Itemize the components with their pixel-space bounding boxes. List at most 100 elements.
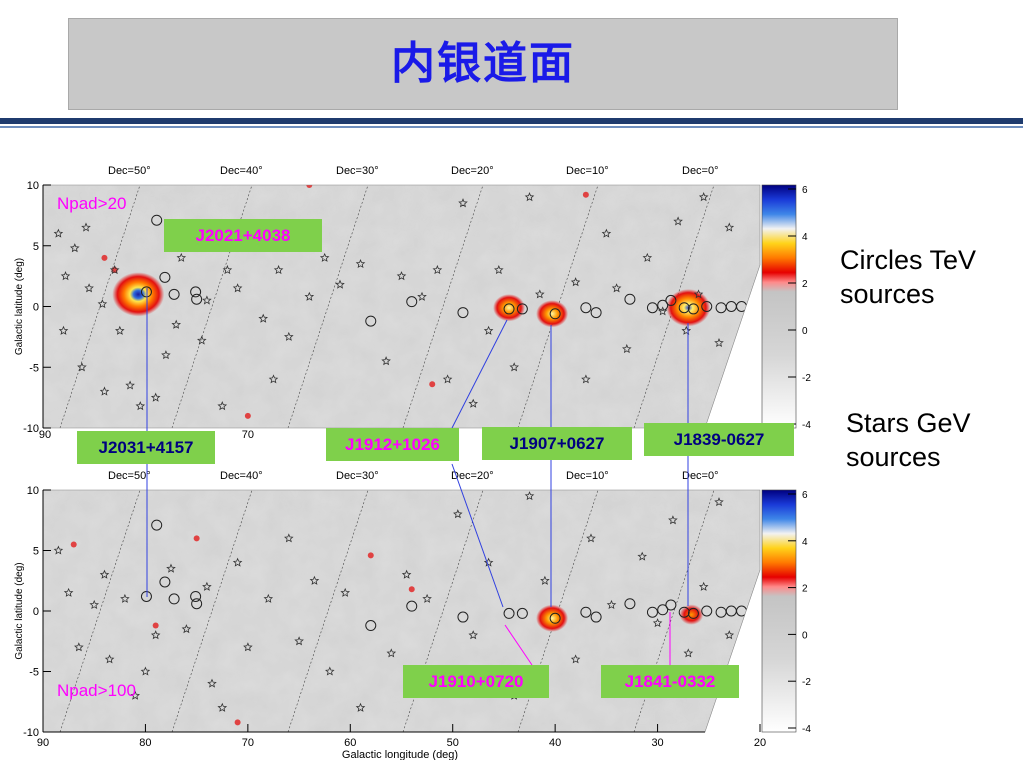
gev-source-star	[150, 392, 161, 402]
dec-label: Dec=10°	[566, 470, 609, 482]
npad-annotation: Npad>20	[57, 194, 126, 213]
tev-source-circle	[406, 296, 418, 308]
gev-source-star	[381, 356, 391, 366]
connector-line	[451, 319, 508, 429]
gev-source-star	[166, 563, 176, 573]
gev-source-star	[483, 325, 494, 335]
noise-speck	[70, 541, 77, 548]
gev-source-star	[668, 515, 678, 525]
x-tick-label: 30	[651, 737, 663, 749]
dec-label: Dec=50°	[108, 165, 151, 177]
gev-source-star	[683, 648, 694, 658]
gev-source-star	[693, 289, 704, 299]
y-tick-label: 5	[33, 546, 39, 558]
noise-speck	[101, 254, 108, 261]
gev-source-star	[657, 306, 668, 316]
gev-source-star	[309, 575, 320, 585]
gev-source-star	[325, 666, 335, 676]
tev-source-circle	[580, 606, 592, 618]
tev-source-circle	[665, 599, 677, 611]
gev-source-star	[232, 557, 243, 567]
tev-source-circle	[646, 302, 658, 314]
hotspot	[112, 272, 165, 317]
tev-source-circle	[624, 598, 636, 610]
colorbar-tick-label: -4	[802, 724, 811, 735]
page-title: 内银道面	[391, 38, 575, 89]
gev-source-star	[243, 642, 253, 652]
source-label-box	[644, 423, 794, 456]
dec-label: Dec=50°	[108, 470, 151, 482]
tev-source-circle	[503, 607, 515, 619]
gev-source-star	[217, 401, 228, 411]
gev-source-star	[109, 264, 120, 275]
tev-source-circle	[190, 590, 202, 602]
tev-source-circle	[168, 288, 180, 300]
sky-map-panel-top: Dec=50° Dec=40° Dec=30° Dec=20° Dec=10° Dec=0…	[14, 165, 811, 441]
hotspot	[493, 294, 526, 322]
tev-source-circle	[657, 604, 669, 616]
gev-source-star	[652, 618, 663, 628]
colorbar-tick-label: 0	[802, 326, 808, 337]
gev-source-star	[222, 264, 233, 275]
tev-source-circle	[365, 315, 377, 327]
x-tick-label: 90	[39, 429, 51, 441]
gev-source-star	[197, 335, 207, 345]
tev-source-circle	[687, 303, 699, 315]
gev-source-star	[258, 313, 268, 323]
gev-source-star	[58, 325, 69, 335]
connector-line	[451, 463, 504, 608]
gev-source-star	[125, 380, 135, 390]
source-label: J1912+1026	[345, 435, 440, 454]
circles-legend-note: Circles TeV sources	[840, 245, 977, 309]
tev-source-circle	[151, 519, 163, 531]
gev-source-star	[673, 216, 683, 226]
colorbar-tick-label: 4	[802, 232, 808, 243]
colorbar-tick-label: 0	[802, 630, 808, 641]
gev-source-star	[681, 325, 692, 335]
gev-source-star	[77, 362, 87, 372]
gev-source-star	[601, 228, 612, 238]
gev-source-star	[284, 533, 294, 543]
tev-source-circle	[191, 293, 203, 305]
gev-source-star	[340, 587, 350, 597]
gev-source-star	[355, 702, 366, 712]
dec-label: Dec=0°	[682, 165, 719, 177]
tev-source-circle	[590, 611, 602, 623]
gev-source-star	[724, 630, 735, 640]
tev-source-circle	[624, 293, 636, 305]
gev-source-star	[53, 228, 64, 238]
x-tick-label: 40	[549, 737, 561, 749]
source-label-box	[326, 428, 459, 461]
tev-source-circle	[457, 611, 469, 623]
gev-source-star	[319, 252, 330, 262]
gev-source-star	[81, 222, 91, 232]
x-tick-label: 20	[754, 737, 766, 749]
npad-annotation: Npad>100	[57, 681, 136, 700]
gev-source-star	[63, 587, 74, 597]
dec-label: Dec=20°	[451, 165, 494, 177]
gev-source-star	[714, 337, 724, 348]
tev-source-circle	[168, 593, 180, 605]
tev-source-circle	[516, 303, 528, 315]
y-tick-label: -5	[29, 667, 39, 679]
gev-source-star	[130, 690, 140, 700]
gev-source-star	[396, 271, 407, 281]
gev-source-star	[442, 374, 453, 384]
tev-source-circle	[665, 294, 677, 306]
hotspot	[679, 604, 704, 625]
tev-source-circle	[365, 620, 377, 632]
y-axis-label: Galactic latitude (deg)	[14, 258, 25, 355]
gev-source-star	[698, 192, 709, 202]
gev-source-star	[335, 279, 345, 289]
source-label-box	[403, 665, 549, 698]
gev-source-star	[432, 264, 443, 275]
dec-label: Dec=20°	[451, 470, 494, 482]
y-axis-label: Galactic latitude (deg)	[14, 562, 25, 659]
gev-source-star	[115, 325, 125, 335]
tev-source-circle	[657, 299, 669, 311]
gev-source-star	[217, 702, 228, 712]
x-tick-label: 70	[242, 737, 254, 749]
colorbar-tick-label: -2	[802, 677, 811, 688]
y-tick-label: -10	[23, 727, 39, 739]
tev-source-circle	[646, 606, 658, 618]
